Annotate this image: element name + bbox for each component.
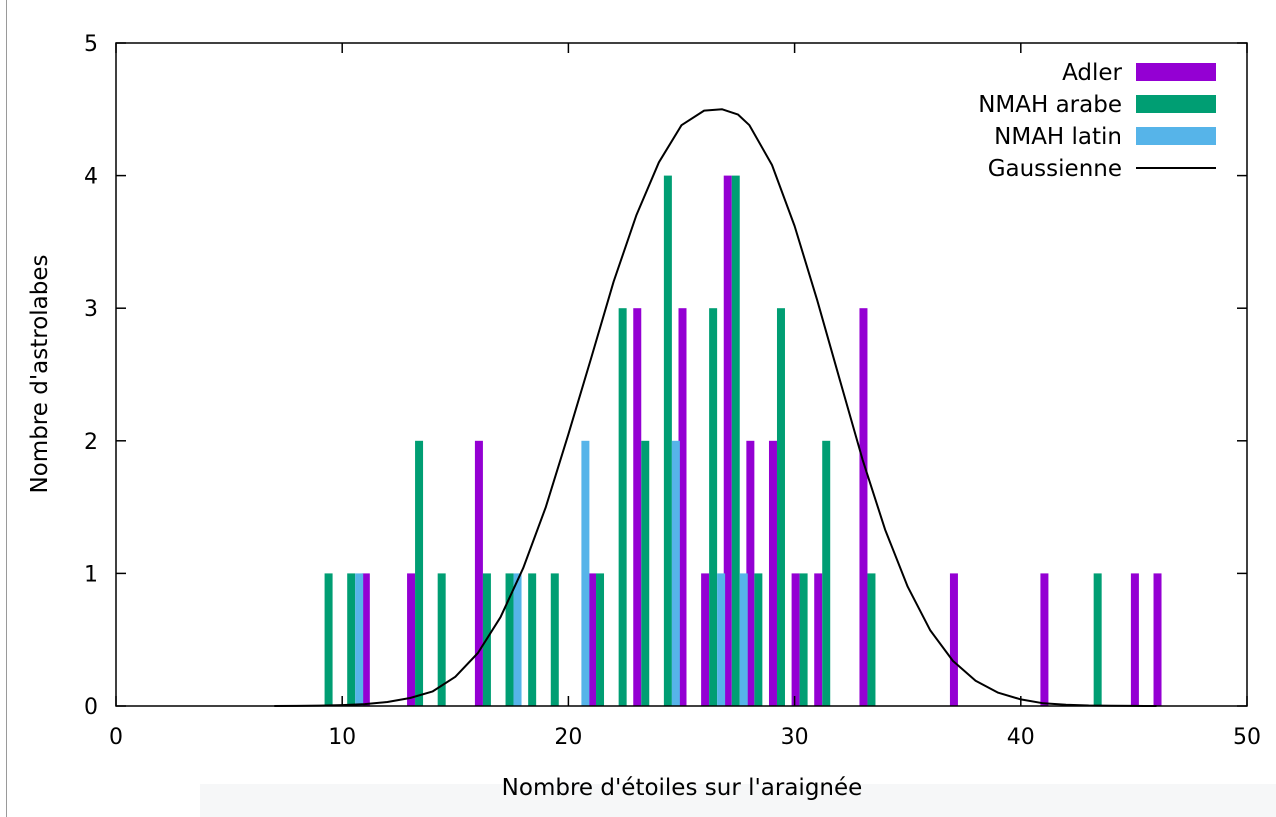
y-tick-label: 3 [84, 297, 98, 322]
bar-nmah-arabe [550, 573, 559, 706]
bar-nmah-latin [581, 440, 590, 706]
bar-adler [361, 573, 370, 706]
bar-nmah-latin [717, 573, 726, 706]
bar-nmah-latin [671, 440, 680, 706]
legend-label-gaussienne: Gaussienne [988, 156, 1122, 182]
bar-adler [1153, 573, 1162, 706]
bar-adler [768, 440, 777, 706]
bar-adler [633, 308, 642, 706]
legend-label-nmah-latin: NMAH latin [994, 124, 1122, 150]
legend-swatch-nmah-latin [1136, 127, 1216, 145]
bar-nmah-arabe [505, 573, 514, 706]
bar-adler [1130, 573, 1139, 706]
bar-nmah-arabe [437, 573, 446, 706]
x-tick-label: 10 [328, 725, 356, 750]
bar-nmah-latin [355, 573, 364, 706]
legend: Adler NMAH arabe NMAH latin Gaussienne [978, 60, 1216, 182]
bar-nmah-arabe [799, 573, 808, 706]
y-tick-label: 2 [84, 430, 98, 455]
bar-adler [723, 175, 732, 707]
axis-tick-labels: 0 10 20 30 40 50 0 1 2 3 4 5 [84, 32, 1261, 750]
bar-nmah-arabe [618, 308, 627, 706]
bar-nmah-latin [513, 573, 522, 706]
bar-adler [588, 573, 597, 706]
y-tick-label: 5 [84, 32, 98, 57]
bar-adler [1040, 573, 1049, 706]
bar-nmah-arabe [324, 573, 333, 706]
bar-nmah-arabe [347, 573, 356, 706]
x-tick-label: 20 [554, 725, 582, 750]
plot-frame [115, 42, 1248, 707]
legend-label-adler: Adler [1062, 60, 1122, 86]
bar-nmah-arabe [641, 440, 650, 706]
y-axis-title: Nombre d'astrolabes [27, 255, 53, 494]
y-tick-label: 4 [84, 165, 98, 190]
x-tick-label: 0 [109, 725, 123, 750]
bar-nmah-arabe [709, 308, 718, 706]
bar-nmah-arabe [663, 175, 672, 707]
bar-nmah-arabe [731, 175, 740, 707]
legend-label-nmah-arabe: NMAH arabe [978, 92, 1122, 118]
bar-nmah-arabe [776, 308, 785, 706]
axis-ticks [115, 42, 1248, 707]
bar-adler [701, 573, 710, 706]
bar-nmah-arabe [822, 440, 831, 706]
bar-adler [791, 573, 800, 706]
bar-nmah-arabe [867, 573, 876, 706]
x-axis-title: Nombre d'étoiles sur l'araignée [502, 775, 863, 801]
bar-adler [407, 573, 416, 706]
curve-layer [274, 108, 1157, 707]
y-tick-label: 0 [84, 695, 98, 720]
bar-adler [746, 440, 755, 706]
bar-nmah-arabe [754, 573, 763, 706]
page-bottom-band [200, 784, 1276, 817]
x-tick-label: 40 [1007, 725, 1035, 750]
bar-adler [949, 573, 958, 706]
bar-adler [474, 440, 483, 706]
x-tick-label: 30 [781, 725, 809, 750]
bar-adler [859, 308, 868, 706]
bar-nmah-arabe [415, 440, 424, 706]
bar-nmah-arabe [528, 573, 537, 706]
bar-nmah-arabe [596, 573, 605, 706]
gaussian-curve [274, 108, 1157, 707]
y-tick-label: 1 [84, 562, 98, 587]
page-left-rule [6, 0, 7, 817]
bar-nmah-arabe [1093, 573, 1102, 706]
x-tick-label: 50 [1233, 725, 1261, 750]
bar-adler [678, 308, 687, 706]
bars-layer [324, 175, 1162, 707]
bar-nmah-latin [739, 573, 748, 706]
legend-swatch-adler [1136, 63, 1216, 81]
bar-adler [814, 573, 823, 706]
legend-swatch-nmah-arabe [1136, 95, 1216, 113]
